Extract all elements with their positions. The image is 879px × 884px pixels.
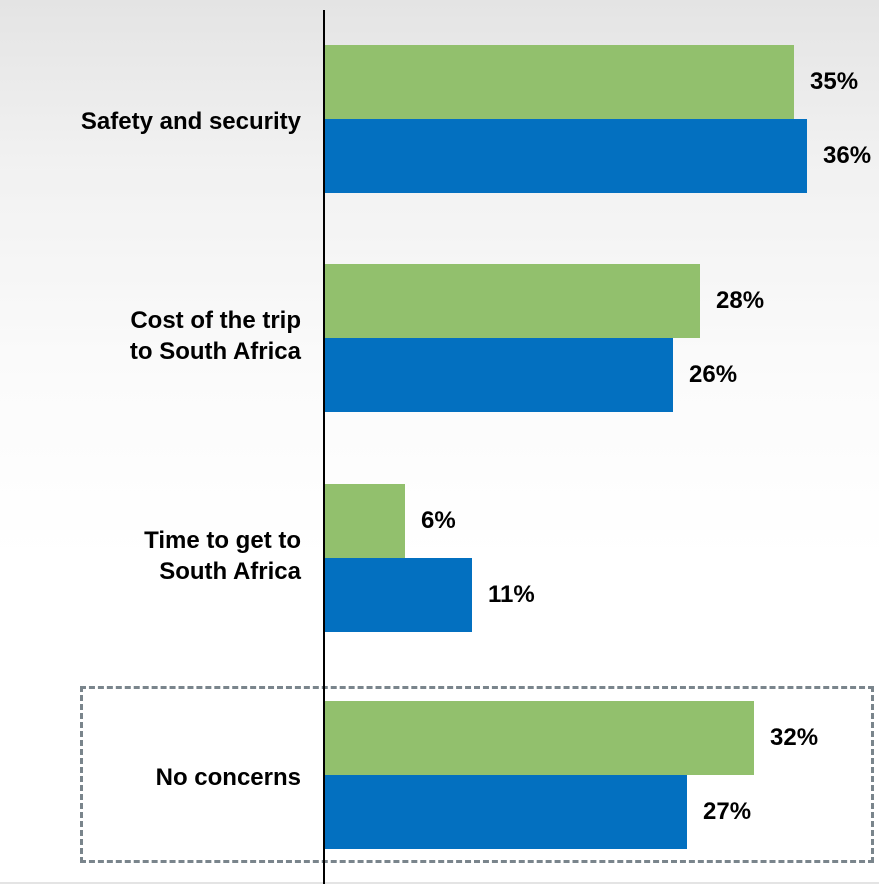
value-label-series2-no-concerns: 27% (703, 798, 752, 825)
value-label-series1-time-to-get-to-south-africa: 6% (421, 507, 456, 534)
bar-series2-cost-of-the-trip-to-south-africa (324, 338, 673, 412)
category-label-cost-of-the-trip-to-south-africa: Cost of the trip to South Africa (129, 307, 301, 365)
value-label-series2-cost-of-the-trip-to-south-africa: 26% (689, 361, 738, 388)
no-concerns-highlight-box (80, 686, 874, 863)
category-axis-line (323, 10, 325, 884)
category-label-time-to-get-to-south-africa: Time to get to South Africa (144, 527, 301, 585)
bar-series1-safety-and-security (324, 45, 794, 119)
bar-series1-no-concerns (324, 701, 754, 775)
category-label-safety-and-security: Safety and security (80, 108, 301, 135)
bar-series1-time-to-get-to-south-africa (324, 484, 405, 558)
bar-series2-time-to-get-to-south-africa (324, 558, 472, 632)
bar-series1-cost-of-the-trip-to-south-africa (324, 264, 700, 338)
bar-series2-no-concerns (324, 775, 687, 849)
value-label-series2-time-to-get-to-south-africa: 11% (488, 581, 535, 608)
value-label-series2-safety-and-security: 36% (823, 142, 872, 169)
bar-series2-safety-and-security (324, 119, 807, 193)
value-label-series1-safety-and-security: 35% (810, 68, 859, 95)
value-label-series1-no-concerns: 32% (770, 724, 819, 751)
category-label-no-concerns: No concerns (155, 764, 301, 791)
value-label-series1-cost-of-the-trip-to-south-africa: 28% (716, 287, 765, 314)
